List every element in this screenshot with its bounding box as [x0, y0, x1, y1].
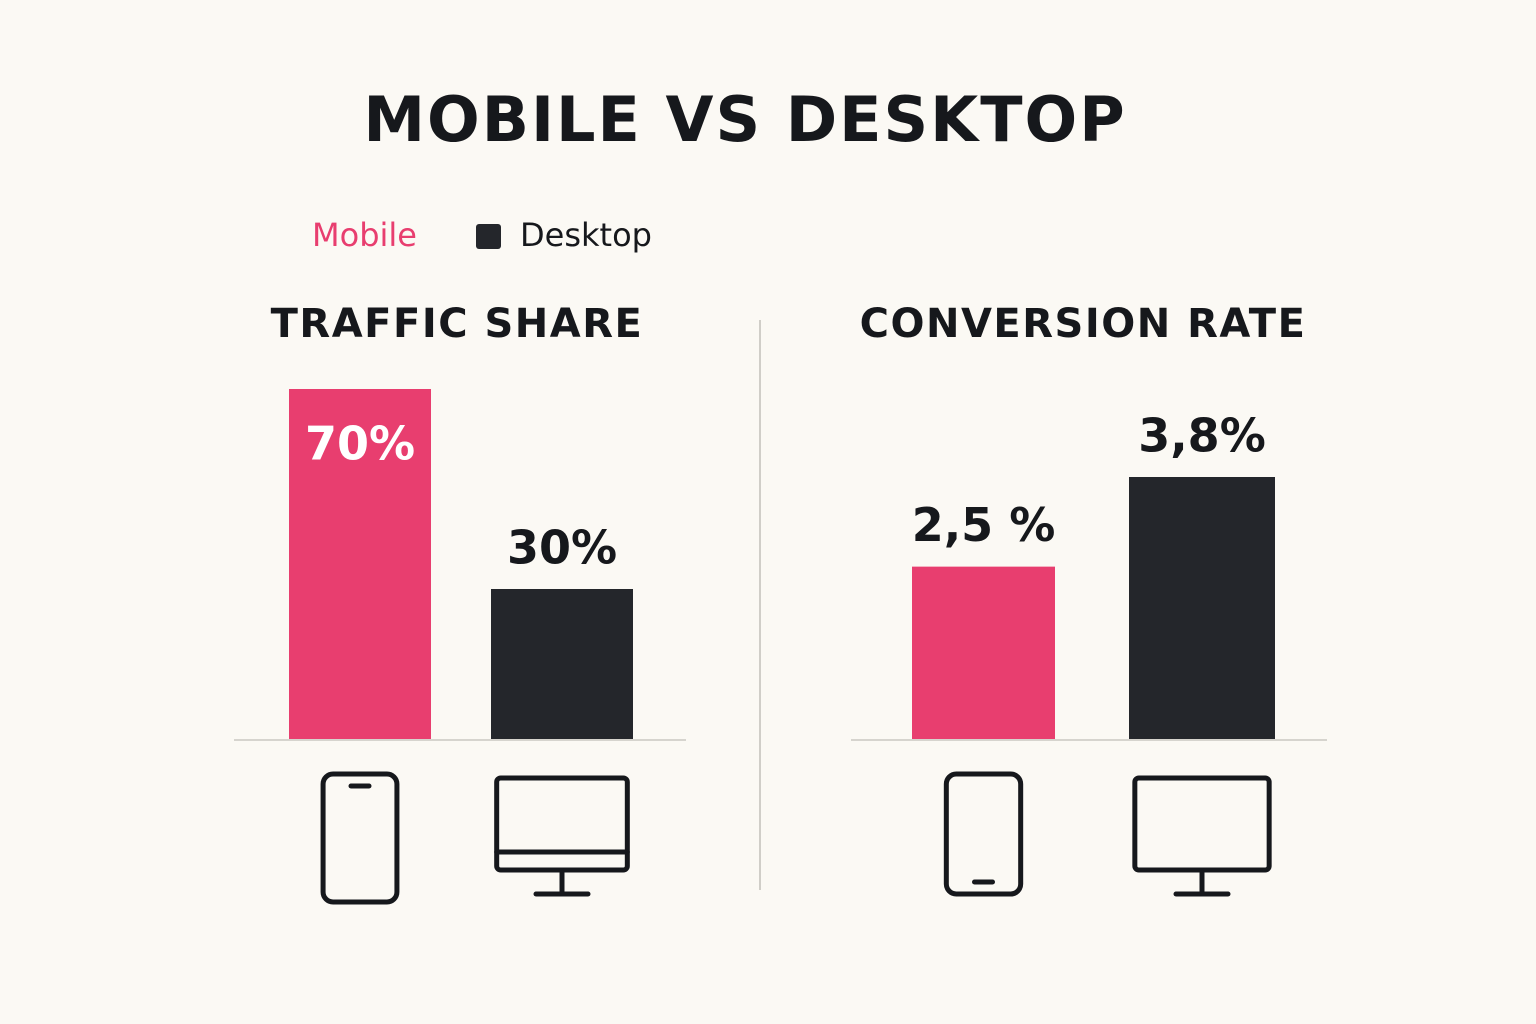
value-label: 70%	[305, 417, 415, 471]
phone-icon	[320, 771, 400, 905]
value-label: 30%	[507, 521, 617, 575]
value-label: 2,5 %	[912, 498, 1056, 552]
legend-label: Desktop	[520, 216, 652, 254]
legend-swatch	[476, 224, 501, 249]
chart-title: CONVERSION RATE	[860, 301, 1307, 347]
title: MOBILE VS DESKTOP	[363, 83, 1126, 156]
bar	[491, 589, 633, 739]
bar	[1129, 477, 1275, 739]
chart-title: TRAFFIC SHARE	[271, 301, 644, 347]
value-label: 3,8%	[1138, 409, 1266, 463]
legend-label: Mobile	[312, 216, 417, 254]
bar	[912, 566, 1055, 739]
bar	[289, 389, 431, 739]
phone-icon	[943, 771, 1024, 897]
